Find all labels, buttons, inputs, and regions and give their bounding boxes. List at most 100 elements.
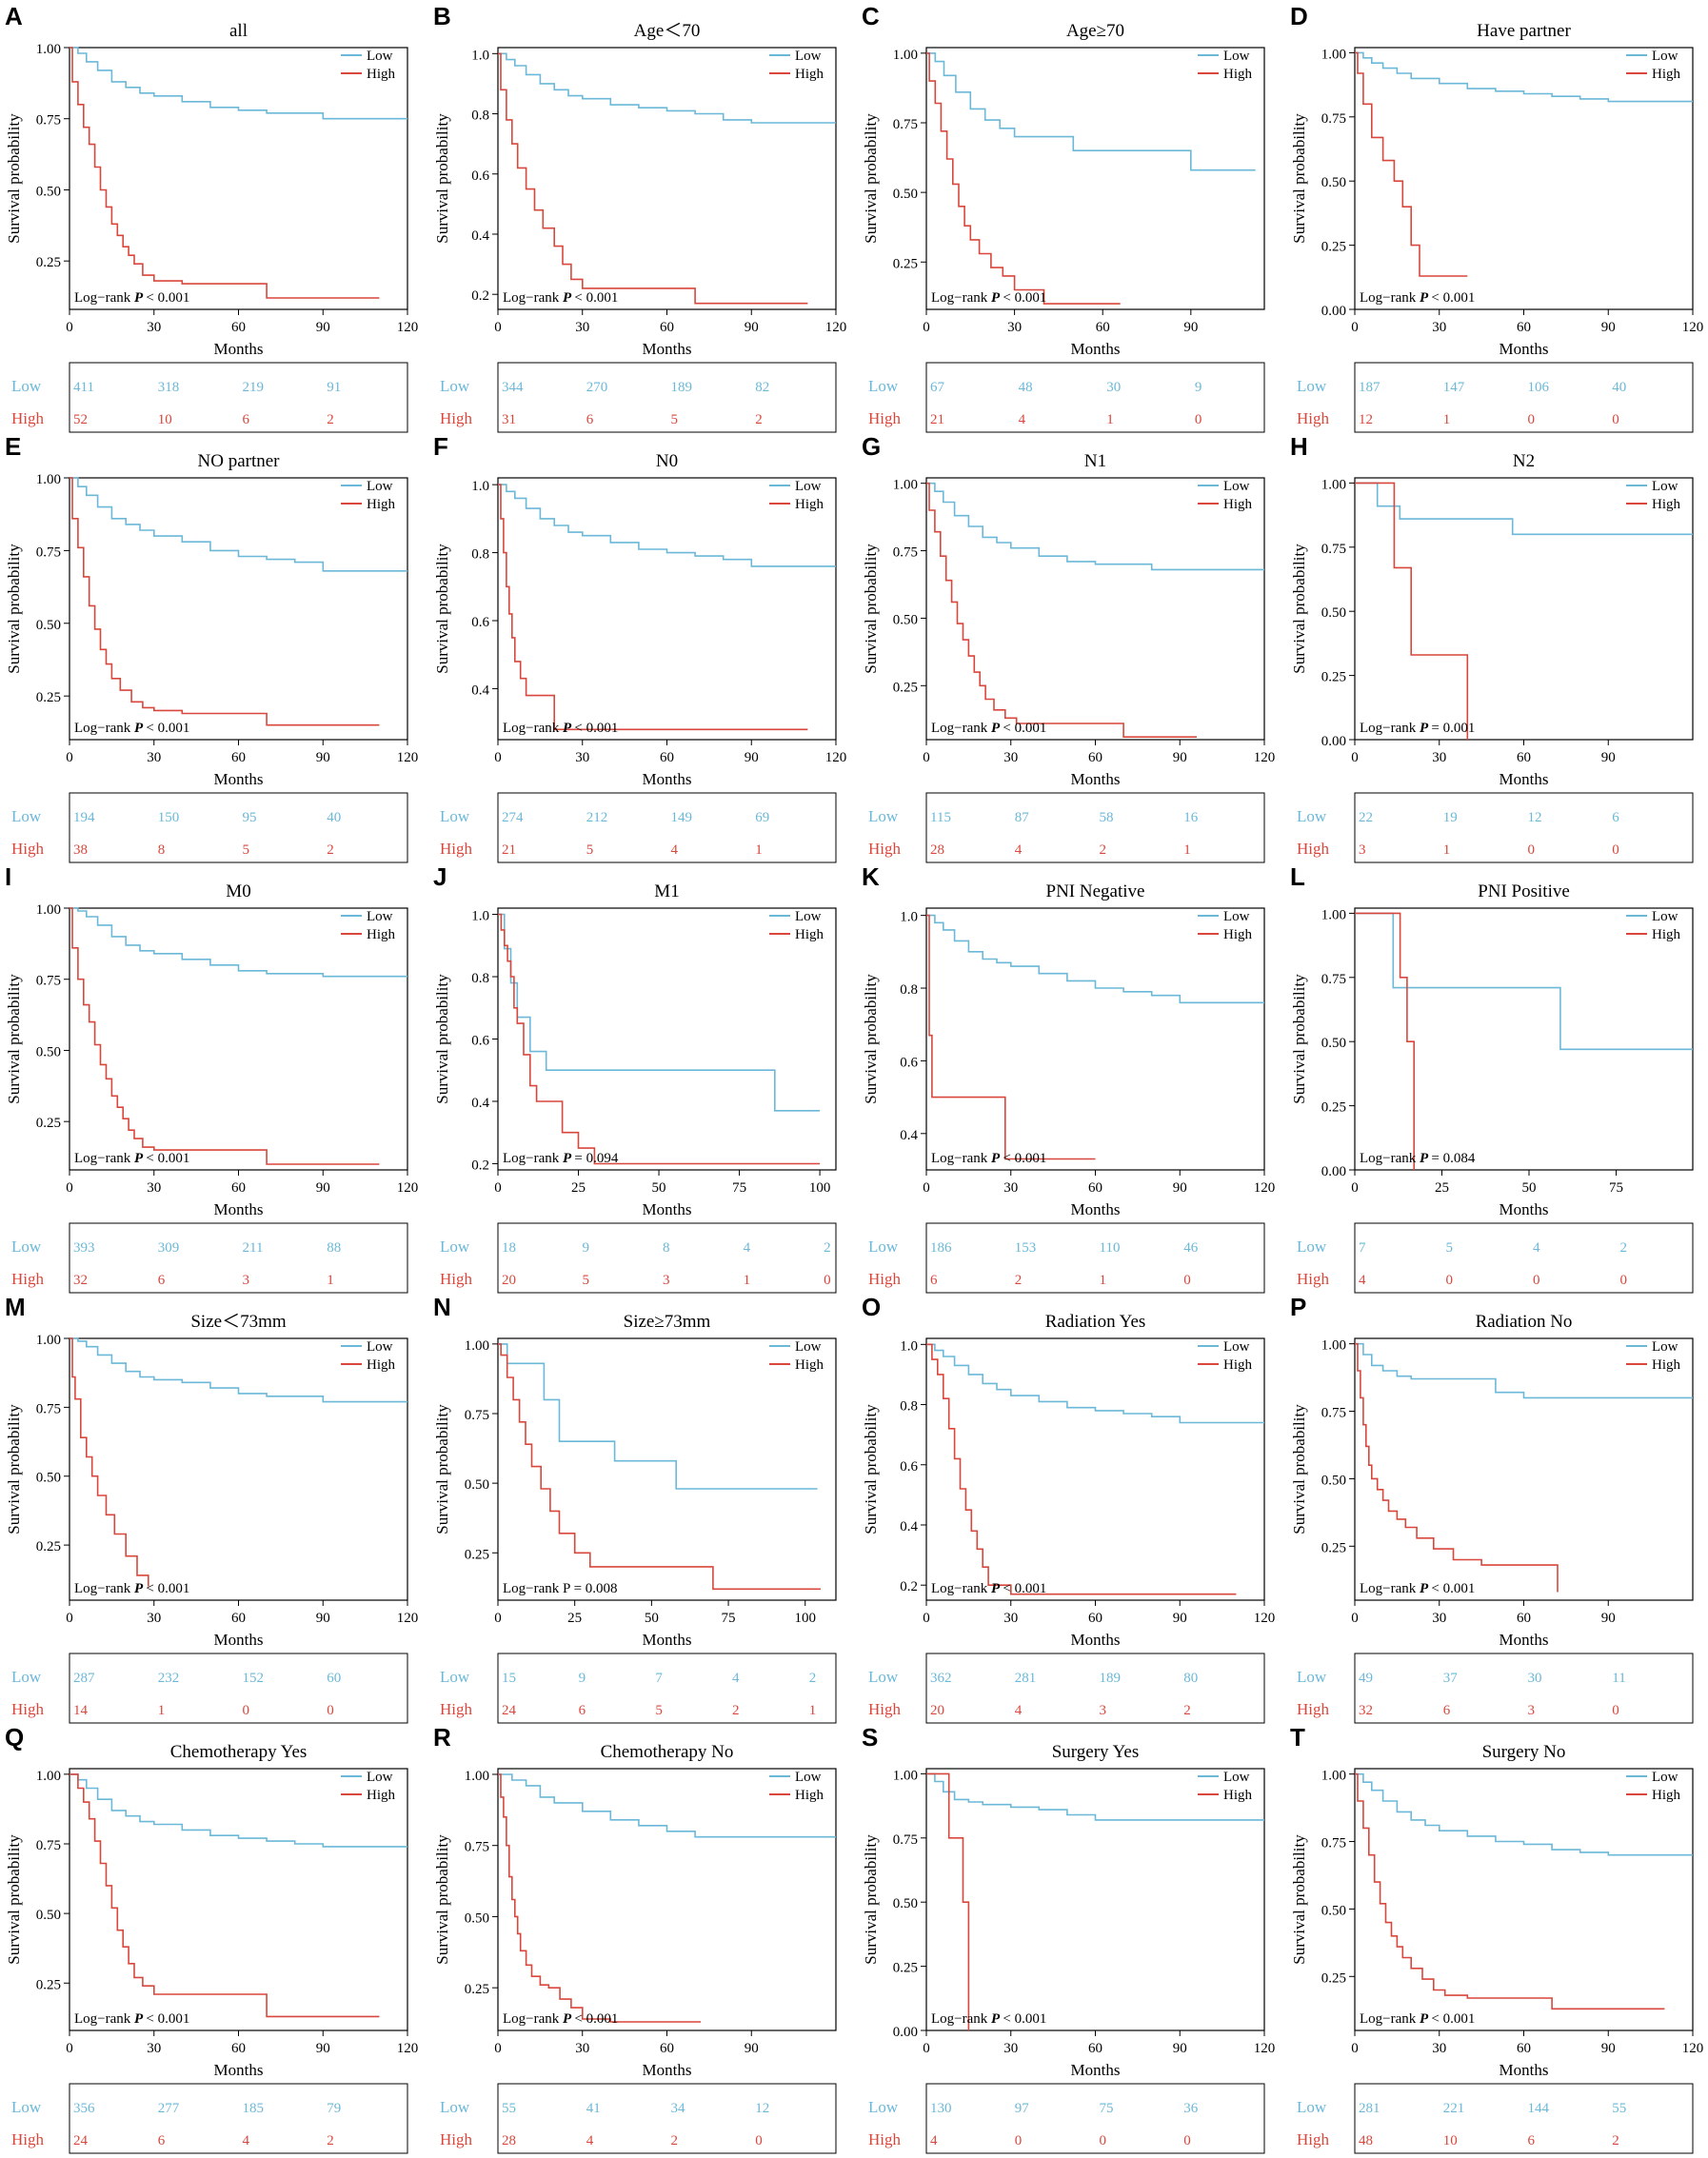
legend-label-high: High <box>1223 927 1253 942</box>
x-tick-label: 0 <box>494 2041 502 2056</box>
risk-count-low: 9 <box>583 1240 590 1256</box>
x-axis-label: Months <box>1071 340 1121 358</box>
legend-label-low: Low <box>1223 1339 1250 1355</box>
x-tick-label: 120 <box>1254 2041 1276 2056</box>
risk-count-low: 22 <box>1359 810 1373 825</box>
panel-letter: P <box>1290 1293 1306 1321</box>
x-tick-label: 90 <box>316 2041 330 2056</box>
risk-count-low: 18 <box>502 1240 516 1256</box>
y-tick-label: 0.25 <box>465 1982 489 1997</box>
risk-count-high: 6 <box>1443 1703 1451 1718</box>
legend-label-low: Low <box>367 479 393 494</box>
x-tick-label: 60 <box>1088 1180 1102 1196</box>
x-tick-label: 120 <box>397 2041 419 2056</box>
x-tick-label: 0 <box>1351 1611 1359 1626</box>
risk-row-label-low: Low <box>440 377 470 395</box>
risk-count-low: 106 <box>1528 380 1550 395</box>
risk-count-high: 0 <box>1612 412 1619 427</box>
plot-frame <box>497 907 837 1171</box>
risk-count-high: 3 <box>1359 842 1366 858</box>
risk-count-low: 40 <box>1612 380 1626 395</box>
x-tick-label: 75 <box>732 1180 746 1196</box>
x-tick-label: 120 <box>1682 2041 1704 2056</box>
risk-count-high: 6 <box>158 1273 166 1288</box>
km-curve-low <box>926 52 1256 171</box>
risk-count-high: 2 <box>1015 1273 1023 1288</box>
km-curve-high <box>1355 912 1415 1170</box>
legend-label-high: High <box>795 1788 824 1803</box>
risk-count-high: 0 <box>1015 2133 1023 2148</box>
pvalue-annotation: Log−rank P < 0.001 <box>931 290 1046 306</box>
y-tick-label: 0.75 <box>1321 1406 1346 1421</box>
risk-count-low: 149 <box>671 810 693 825</box>
risk-count-high: 0 <box>1445 1273 1453 1288</box>
risk-count-low: 46 <box>1183 1240 1199 1256</box>
risk-count-high: 38 <box>73 842 88 858</box>
risk-count-high: 2 <box>327 2133 334 2148</box>
y-tick-label: 0.8 <box>900 982 918 998</box>
risk-count-low: 40 <box>327 810 341 825</box>
panel-title: Radiation Yes <box>1045 1312 1146 1332</box>
x-tick-label: 0 <box>494 750 502 765</box>
x-axis-label: Months <box>1071 770 1121 788</box>
risk-count-high: 3 <box>243 1273 250 1288</box>
risk-count-low: 194 <box>73 810 95 825</box>
km-panel-O: O Radiation Yes 1.0 0.8 0.6 0.4 0.2 0 30 60 90 120 M… <box>862 1293 1275 1724</box>
x-tick-label: 50 <box>645 1611 659 1626</box>
km-curve-high <box>498 1343 821 1591</box>
x-axis-label: Months <box>214 770 264 788</box>
y-tick-label: 1.00 <box>893 1768 918 1783</box>
x-tick-label: 90 <box>1601 1611 1616 1626</box>
pvalue-annotation: Log−rank P < 0.001 <box>74 290 189 306</box>
risk-row-label-high: High <box>440 2130 473 2148</box>
risk-count-low: 87 <box>1015 810 1030 825</box>
km-curve-low <box>1355 1772 1693 1856</box>
risk-row-label-low: Low <box>11 377 42 395</box>
plot-frame <box>925 1337 1265 1601</box>
y-tick-label: 1.0 <box>471 48 489 63</box>
risk-row-label-low: Low <box>868 807 899 825</box>
risk-count-low: 67 <box>930 380 945 395</box>
panel-letter: T <box>1290 1723 1305 1752</box>
x-axis-label: Months <box>214 2061 264 2079</box>
km-curve-low <box>926 1343 1264 1424</box>
x-tick-label: 120 <box>1254 1180 1276 1196</box>
km-curve-low <box>1355 482 1693 536</box>
y-tick-label: 0.25 <box>1321 1970 1346 1986</box>
risk-count-high: 4 <box>1015 842 1023 858</box>
x-tick-label: 120 <box>397 750 419 765</box>
y-tick-label: 0.2 <box>900 1579 918 1594</box>
y-tick-label: 0.25 <box>893 680 918 695</box>
risk-count-low: 12 <box>1528 810 1542 825</box>
plot-frame <box>69 907 408 1171</box>
x-tick-label: 60 <box>1517 2041 1531 2056</box>
x-tick-label: 90 <box>316 750 330 765</box>
legend-label-low: Low <box>795 909 822 924</box>
y-tick-label: 0.4 <box>471 683 489 698</box>
y-tick-label: 1.00 <box>893 48 918 63</box>
x-axis-label: Months <box>214 340 264 358</box>
panel-title: Size＜73mm <box>190 1312 286 1332</box>
x-tick-label: 60 <box>1096 320 1110 335</box>
legend-label-high: High <box>1223 1788 1253 1803</box>
risk-count-high: 24 <box>73 2133 89 2148</box>
y-tick-label: 0.75 <box>36 113 61 129</box>
panel-title: M0 <box>226 881 250 901</box>
x-tick-label: 90 <box>1173 1180 1187 1196</box>
y-axis-label: Survival probability <box>862 1404 880 1534</box>
panel-title: N0 <box>656 451 678 471</box>
y-tick-label: 0.50 <box>1321 605 1346 621</box>
risk-row-label-low: Low <box>868 377 899 395</box>
risk-count-high: 14 <box>73 1703 89 1718</box>
plot-frame <box>925 907 1265 1171</box>
y-axis-label: Survival probability <box>5 113 23 244</box>
x-tick-label: 0 <box>1351 2041 1359 2056</box>
y-tick-label: 1.0 <box>900 1338 918 1354</box>
y-tick-label: 0.25 <box>36 1539 61 1554</box>
x-axis-label: Months <box>643 340 692 358</box>
y-tick-label: 0.2 <box>471 1158 489 1173</box>
plot-frame <box>497 477 837 741</box>
risk-row-label-high: High <box>868 2130 902 2148</box>
